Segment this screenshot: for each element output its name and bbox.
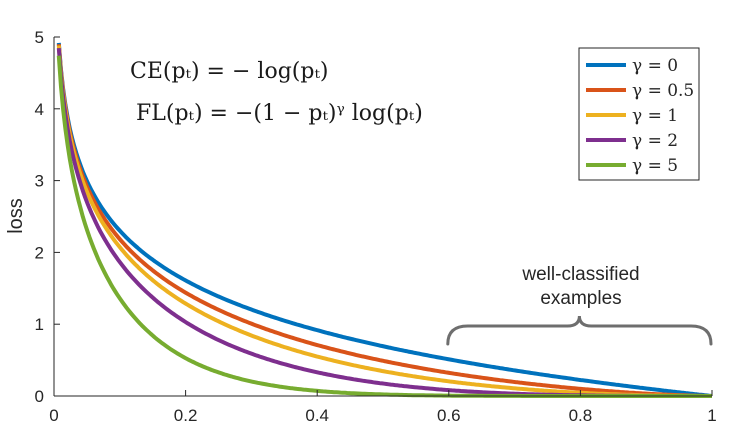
formula-fl: FL(pₜ) = −(1 − pₜ)ᵞ log(pₜ) xyxy=(136,101,423,126)
x-tick-label-3: 0.6 xyxy=(437,406,461,425)
x-ticks: 0 0.2 0.4 0.6 0.8 1 xyxy=(49,390,717,425)
y-axis-label: loss xyxy=(5,198,27,234)
curly-brace xyxy=(446,315,713,346)
legend-label-0: γ = 0 xyxy=(632,56,678,76)
x-tick-label-2: 0.4 xyxy=(305,406,329,425)
y-tick-label-1: 1 xyxy=(35,315,44,334)
legend-label-4: γ = 5 xyxy=(632,156,678,176)
formula-ce: CE(pₜ) = − log(pₜ) xyxy=(130,59,328,84)
annotation-line-2: examples xyxy=(540,288,621,309)
legend-items: γ = 0 γ = 0.5 γ = 1 γ = 2 γ = 5 xyxy=(586,56,694,176)
y-tick-label-5: 5 xyxy=(35,28,44,47)
y-tick-label-2: 2 xyxy=(35,243,44,262)
y-ticks: 0 1 2 3 4 5 xyxy=(35,28,60,406)
y-tick-label-4: 4 xyxy=(35,100,44,119)
legend-label-1: γ = 0.5 xyxy=(632,81,694,101)
legend-label-3: γ = 2 xyxy=(632,131,678,151)
annotation-line-1: well-classified xyxy=(521,264,639,285)
legend: γ = 0 γ = 0.5 γ = 1 γ = 2 γ = 5 xyxy=(578,47,700,181)
series-line-0 xyxy=(56,42,713,398)
x-tick-label-0: 0 xyxy=(49,406,58,425)
x-tick-label-1: 0.2 xyxy=(174,406,198,425)
axes xyxy=(53,37,712,397)
y-tick-label-0: 0 xyxy=(35,387,44,406)
legend-label-2: γ = 1 xyxy=(632,106,678,126)
y-tick-label-3: 3 xyxy=(35,172,44,191)
series-line-1 xyxy=(56,44,712,398)
x-tick-label-4: 0.8 xyxy=(569,406,593,425)
formula-block: CE(pₜ) = − log(pₜ) FL(pₜ) = −(1 − pₜ)ᵞ l… xyxy=(130,59,423,126)
well-classified-annotation: well-classified examples xyxy=(446,264,713,346)
x-tick-label-5: 1 xyxy=(707,406,716,425)
